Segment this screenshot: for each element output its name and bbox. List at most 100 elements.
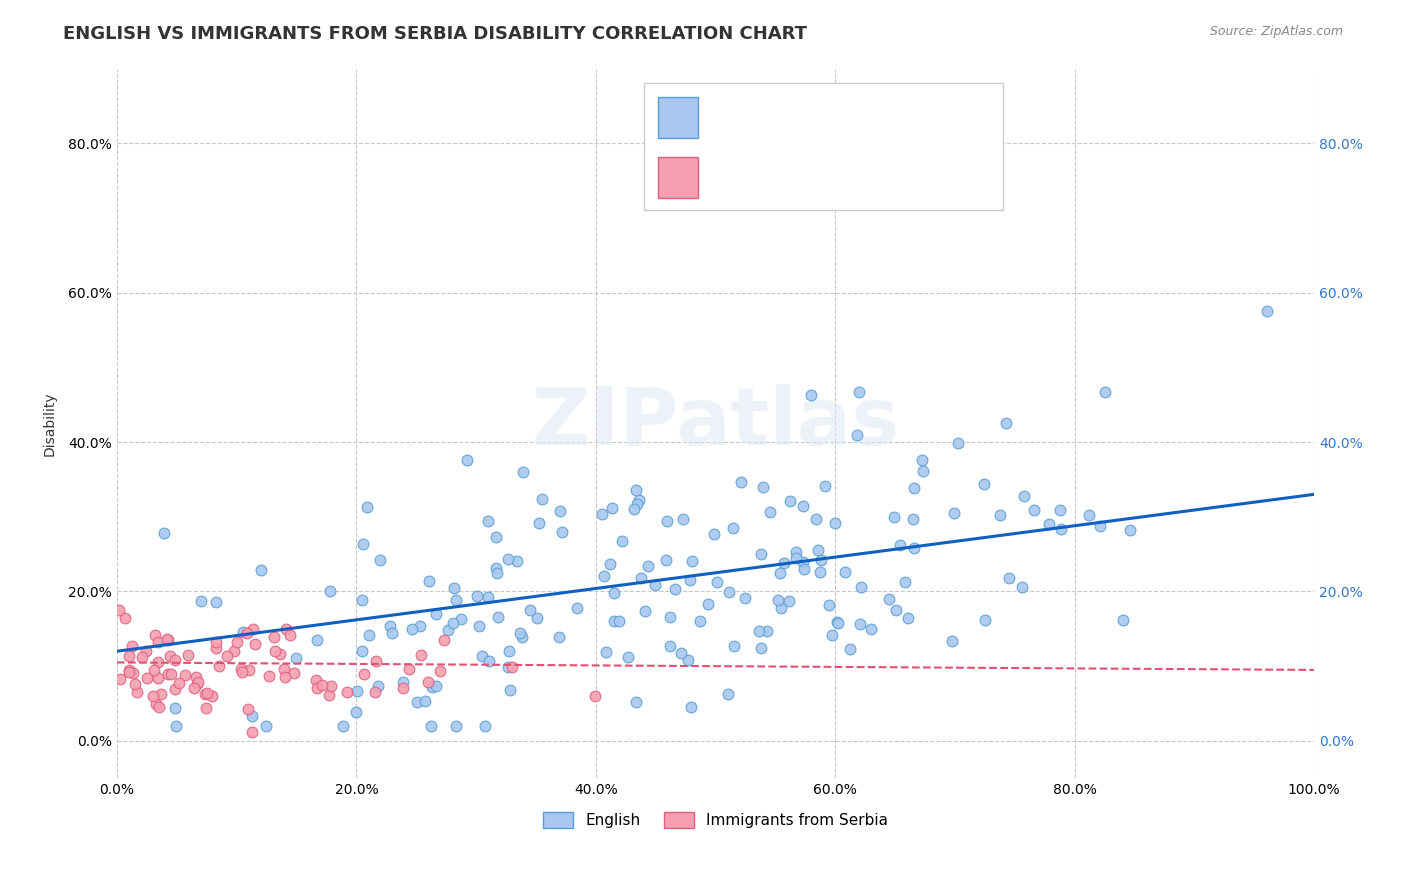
Point [425,679,447,693]
Point [121,639,143,653]
Point [676,653,699,667]
Text: ENGLISH VS IMMIGRANTS FROM SERBIA DISABILITY CORRELATION CHART: ENGLISH VS IMMIGRANTS FROM SERBIA DISABI… [63,25,807,43]
Point [496,660,519,674]
Text: Source: ZipAtlas.com: Source: ZipAtlas.com [1209,25,1343,38]
Point [703,527,725,541]
Point [509,626,531,640]
Point [617,650,640,665]
Point [496,551,519,566]
Point [897,611,920,625]
Point [240,709,263,723]
Point [477,590,499,604]
Point [190,594,212,608]
Point [222,643,245,657]
Point [769,566,792,580]
Point [163,652,186,666]
Point [370,553,392,567]
Point [1119,523,1142,537]
Point [1078,508,1101,522]
Point [877,591,900,606]
Point [135,644,157,658]
Point [411,648,433,662]
Point [118,664,141,678]
Point [884,603,907,617]
Point [527,516,550,530]
Point [114,611,136,625]
Point [600,500,623,515]
Point [269,647,291,661]
Point [156,632,179,647]
Point [998,571,1021,585]
Point [356,500,378,514]
Point [468,619,491,633]
Point [807,543,830,558]
Point [254,719,277,733]
Point [583,689,606,703]
Point [437,624,460,638]
Point [974,613,997,627]
Point [988,508,1011,522]
Point [264,644,287,658]
Point [146,635,169,649]
Point [215,648,238,663]
Point [659,610,682,624]
Point [1049,503,1071,517]
Point [717,585,740,599]
Point [305,673,328,687]
Point [283,666,305,681]
Point [1011,580,1033,594]
Point [124,676,146,690]
Point [778,594,800,608]
Point [276,622,298,636]
Point [274,670,297,684]
Point [194,687,217,701]
Point [851,580,873,594]
Point [1088,518,1111,533]
Point [153,525,176,540]
Point [506,554,529,568]
Point [381,625,404,640]
Point [995,416,1018,430]
Point [143,663,166,677]
Point [498,644,520,658]
Point [125,685,148,699]
Point [834,566,856,580]
Point [595,644,617,658]
Point [474,719,496,733]
Point [156,667,179,681]
Point [409,619,432,633]
Point [332,719,354,733]
Point [444,593,467,607]
Point [398,662,420,676]
Point [107,603,129,617]
Point [785,545,807,559]
Point [364,654,387,668]
Point [232,625,254,640]
Point [118,665,141,679]
Point [825,615,848,629]
Point [456,453,478,467]
Point [305,681,328,696]
Point [110,672,132,686]
Point [443,582,465,596]
Point [592,569,614,583]
Point [485,530,508,544]
Point [1022,503,1045,517]
Point [565,600,588,615]
Point [165,681,187,696]
Point [883,510,905,524]
Point [363,685,385,699]
Point [752,480,775,494]
Point [669,647,692,661]
Point [792,555,814,569]
Point [450,612,472,626]
Point [848,617,870,632]
Point [225,635,247,649]
Point [169,676,191,690]
Point [644,578,666,592]
Point [903,481,925,495]
Point [240,725,263,739]
Point [250,563,273,577]
Point [824,516,846,530]
Y-axis label: Disability: Disability [44,391,58,456]
